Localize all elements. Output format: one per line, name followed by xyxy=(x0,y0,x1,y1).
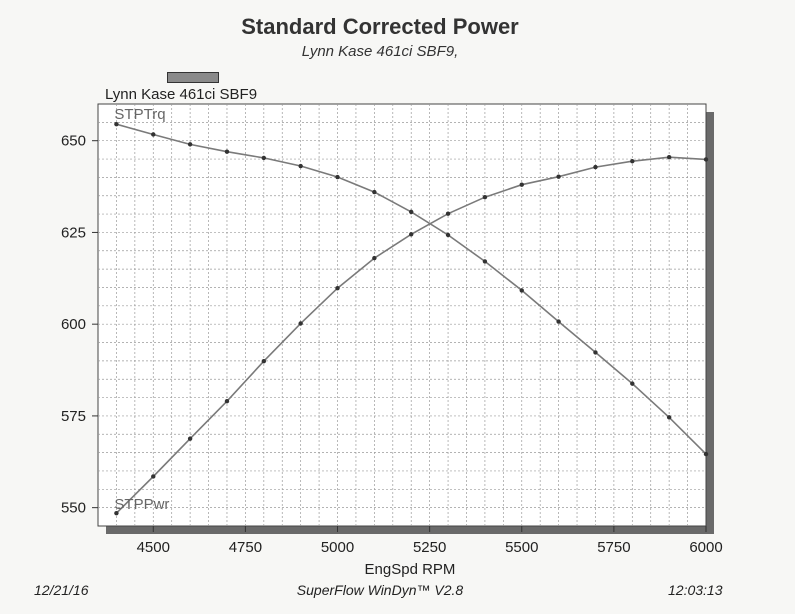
x-tick-label: 5750 xyxy=(597,539,630,556)
x-tick-label: 5250 xyxy=(413,539,446,556)
axes: 4500 4750 5000 5250 5500 5750 6000 550 575 600 625… xyxy=(61,133,723,578)
data-point xyxy=(445,232,451,238)
x-tick-label: 4500 xyxy=(137,539,170,556)
data-point xyxy=(630,159,635,164)
chart-title: Standard Corrected Power xyxy=(241,14,519,39)
x-tick-label: 6000 xyxy=(689,539,722,556)
legend-label: Lynn Kase 461ci SBF9 xyxy=(105,86,258,103)
data-point xyxy=(224,399,230,404)
data-point xyxy=(224,149,230,154)
data-point xyxy=(151,474,156,479)
data-point xyxy=(298,163,303,169)
data-point xyxy=(703,451,709,457)
legend-swatch xyxy=(167,72,219,83)
footer-time: 12:03:13 xyxy=(668,582,723,598)
plot-shadow xyxy=(97,103,714,534)
data-point xyxy=(445,211,451,216)
data-point xyxy=(114,121,119,127)
data-point xyxy=(372,189,377,195)
data-point xyxy=(556,174,561,179)
chart-subtitle: Lynn Kase 461ci SBF9, xyxy=(301,43,459,60)
data-point xyxy=(519,288,524,293)
footer-software: SuperFlow WinDyn™ V2.8 xyxy=(296,582,464,598)
y-tick-label: 625 xyxy=(61,224,86,241)
data-point xyxy=(335,174,340,180)
data-point xyxy=(151,132,156,137)
data-point xyxy=(593,350,598,355)
y-tick-label: 650 xyxy=(61,133,86,150)
y-tick-label: 575 xyxy=(61,408,86,425)
footer-date: 12/21/16 xyxy=(34,582,89,598)
data-point xyxy=(593,164,598,170)
data-point xyxy=(114,510,119,516)
series xyxy=(114,121,709,516)
x-tick-label: 5500 xyxy=(505,539,538,556)
data-point xyxy=(482,259,488,264)
data-point xyxy=(666,415,672,420)
data-point xyxy=(187,142,193,147)
data-point xyxy=(261,359,267,364)
data-point xyxy=(519,182,524,187)
data-point xyxy=(372,255,377,261)
data-point xyxy=(335,286,340,291)
data-point xyxy=(703,157,709,162)
data-point xyxy=(482,195,488,200)
data-point xyxy=(261,155,267,161)
data-point xyxy=(298,321,303,326)
y-tick-label: 600 xyxy=(61,316,86,333)
x-tick-label: 5000 xyxy=(321,539,354,556)
plot-area xyxy=(97,103,707,527)
labels: STPTrq STPPwr xyxy=(114,106,169,513)
data-point xyxy=(666,155,672,160)
data-point xyxy=(409,232,414,237)
data-point xyxy=(187,436,193,441)
series-label-stptrq: STPTrq xyxy=(114,106,165,123)
x-axis-label: EngSpd RPM xyxy=(365,561,456,578)
grid xyxy=(98,104,706,526)
y-tick-label: 550 xyxy=(61,500,86,517)
data-point xyxy=(630,381,635,386)
data-point xyxy=(409,209,414,215)
series-label-stppwr: STPPwr xyxy=(114,496,169,513)
x-tick-label: 4750 xyxy=(229,539,262,556)
data-point xyxy=(556,319,561,324)
